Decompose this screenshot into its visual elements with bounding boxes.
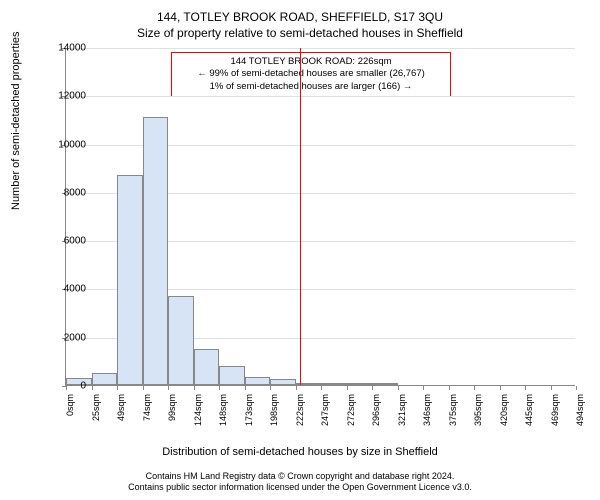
x-tick-label: 124sqm (193, 394, 203, 429)
x-tick-mark (92, 386, 93, 390)
main-title: 144, TOTLEY BROOK ROAD, SHEFFIELD, S17 3… (0, 0, 600, 24)
histogram-bar (321, 383, 347, 385)
x-tick-label: 395sqm (473, 394, 483, 429)
x-tick-label: 420sqm (499, 394, 509, 429)
footer-line-1: Contains HM Land Registry data © Crown c… (0, 471, 600, 483)
y-tick-label: 6000 (46, 236, 86, 247)
y-tick-label: 0 (46, 381, 86, 392)
footer-line-2: Contains public sector information licen… (0, 482, 600, 494)
y-tick-label: 8000 (46, 187, 86, 198)
x-tick-mark (525, 386, 526, 390)
x-tick-label: 0sqm (65, 394, 75, 429)
x-tick-mark (474, 386, 475, 390)
x-tick-label: 494sqm (575, 394, 585, 429)
x-tick-label: 469sqm (550, 394, 560, 429)
y-axis-label: Number of semi-detached properties (10, 31, 22, 210)
x-tick-label: 74sqm (142, 394, 152, 429)
histogram-bar (372, 383, 398, 385)
x-tick-label: 247sqm (320, 394, 330, 429)
x-tick-mark (219, 386, 220, 390)
x-tick-label: 49sqm (116, 394, 126, 429)
y-tick-label: 14000 (46, 43, 86, 54)
x-tick-label: 25sqm (91, 394, 101, 429)
histogram-bar (270, 379, 296, 385)
histogram-bar (92, 373, 118, 385)
histogram-bar (117, 175, 143, 385)
sub-title: Size of property relative to semi-detach… (0, 24, 600, 40)
x-tick-mark (423, 386, 424, 390)
x-tick-mark (398, 386, 399, 390)
y-tick-label: 2000 (46, 332, 86, 343)
histogram-bar (143, 117, 169, 385)
x-tick-label: 296sqm (371, 394, 381, 429)
footer-attribution: Contains HM Land Registry data © Crown c… (0, 471, 600, 494)
x-tick-label: 99sqm (167, 394, 177, 429)
x-tick-mark (500, 386, 501, 390)
x-tick-label: 321sqm (397, 394, 407, 429)
reference-line (300, 48, 301, 385)
histogram-chart: 144 TOTLEY BROOK ROAD: 226sqm ← 99% of s… (65, 48, 575, 386)
x-tick-mark (576, 386, 577, 390)
x-tick-mark (296, 386, 297, 390)
x-tick-label: 445sqm (524, 394, 534, 429)
x-tick-mark (449, 386, 450, 390)
annotation-line-1: 144 TOTLEY BROOK ROAD: 226sqm (178, 56, 444, 68)
annotation-line-2: ← 99% of semi-detached houses are smalle… (178, 68, 444, 80)
annotation-line-3: 1% of semi-detached houses are larger (1… (178, 81, 444, 93)
x-tick-mark (168, 386, 169, 390)
x-axis-label: Distribution of semi-detached houses by … (0, 446, 600, 458)
histogram-bar (194, 349, 220, 385)
x-tick-mark (270, 386, 271, 390)
x-tick-label: 148sqm (218, 394, 228, 429)
gridline (66, 48, 575, 49)
histogram-bar (219, 366, 245, 385)
x-tick-mark (143, 386, 144, 390)
y-tick-label: 4000 (46, 284, 86, 295)
histogram-bar (245, 377, 271, 385)
x-tick-label: 375sqm (448, 394, 458, 429)
histogram-bar (347, 383, 373, 385)
x-tick-mark (245, 386, 246, 390)
x-tick-label: 272sqm (346, 394, 356, 429)
x-tick-mark (194, 386, 195, 390)
x-tick-mark (372, 386, 373, 390)
gridline (66, 96, 575, 97)
x-tick-mark (117, 386, 118, 390)
x-tick-label: 173sqm (244, 394, 254, 429)
x-tick-label: 198sqm (269, 394, 279, 429)
y-tick-label: 10000 (46, 139, 86, 150)
y-tick-label: 12000 (46, 91, 86, 102)
histogram-bar (168, 296, 194, 385)
x-tick-mark (347, 386, 348, 390)
x-tick-mark (321, 386, 322, 390)
annotation-box: 144 TOTLEY BROOK ROAD: 226sqm ← 99% of s… (171, 52, 451, 97)
x-tick-label: 346sqm (422, 394, 432, 429)
x-tick-mark (551, 386, 552, 390)
x-tick-label: 222sqm (295, 394, 305, 429)
